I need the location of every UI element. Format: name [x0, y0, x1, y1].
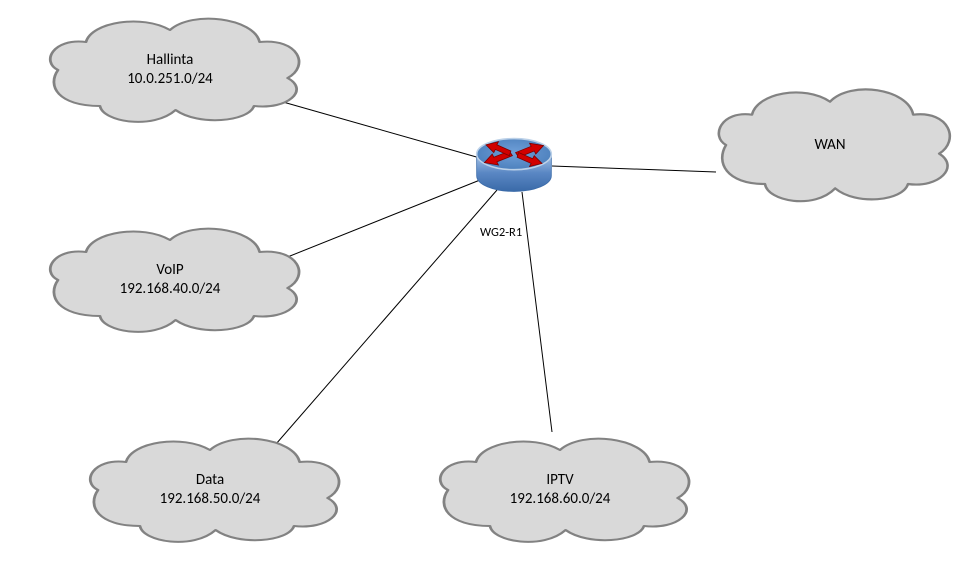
cloud-voip: VoIP 192.168.40.0/24: [30, 220, 310, 340]
cloud-wan-name: WAN: [814, 136, 845, 155]
cloud-data: Data 192.168.50.0/24: [70, 430, 350, 550]
router-wg2-r1: [475, 137, 553, 193]
cloud-hallinta-subnet: 10.0.251.0/24: [127, 70, 213, 89]
cloud-voip-subnet: 192.168.40.0/24: [120, 280, 221, 299]
cloud-voip-name: VoIP: [156, 261, 183, 280]
cloud-iptv: IPTV 192.168.60.0/24: [420, 430, 700, 550]
cloud-hallinta-name: Hallinta: [147, 51, 194, 70]
cloud-hallinta: Hallinta 10.0.251.0/24: [30, 10, 310, 130]
diagram-stage: Hallinta 10.0.251.0/24 VoIP 192.168.40.0…: [0, 0, 971, 588]
cloud-wan: WAN: [700, 80, 960, 210]
cloud-iptv-name: IPTV: [546, 471, 573, 490]
cloud-iptv-subnet: 192.168.60.0/24: [510, 490, 611, 509]
router-label: WG2-R1: [480, 225, 522, 240]
cloud-data-name: Data: [196, 471, 224, 490]
cloud-data-subnet: 192.168.50.0/24: [160, 490, 261, 509]
